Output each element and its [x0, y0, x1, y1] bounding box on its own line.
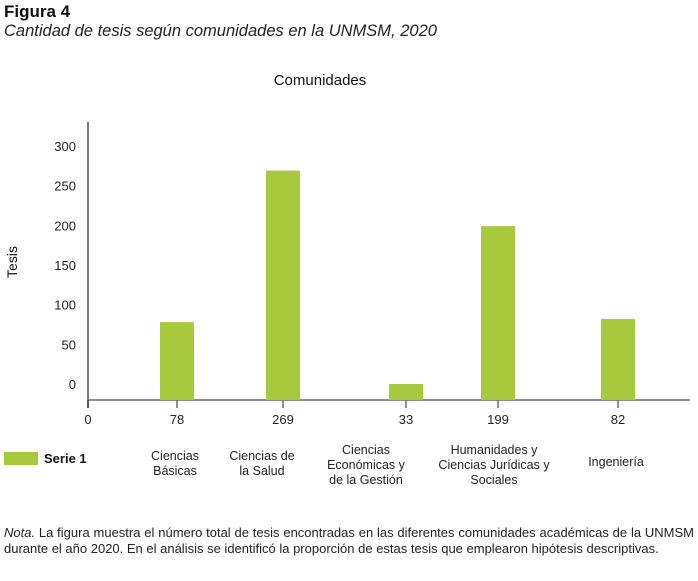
y-tick-labels: 0 50 100 150 200 250 300 — [54, 139, 76, 392]
x-tick-label: 199 — [487, 412, 509, 427]
x-tick-label: 33 — [399, 412, 413, 427]
x-tick-label: 0 — [84, 412, 91, 427]
note-text: La figura muestra el número total de tes… — [4, 525, 694, 556]
legend-swatch — [4, 452, 38, 465]
x-tick-labels: 0 78 269 33 199 82 — [84, 400, 625, 427]
chart-title-wrap: Comunidades — [0, 72, 640, 89]
x-tick-label: 269 — [272, 412, 294, 427]
category-label-line: de la Gestión — [329, 473, 403, 487]
bar — [266, 170, 300, 400]
category-label: Ciencias Económicas y de la Gestión — [327, 443, 406, 487]
x-tick-label: 78 — [170, 412, 184, 427]
y-tick-label: 50 — [62, 337, 76, 352]
category-label-line: Ciencias de — [229, 449, 294, 463]
x-tick-label: 82 — [611, 412, 625, 427]
category-label-line: Ciencias — [151, 449, 199, 463]
bar — [389, 384, 423, 400]
category-label: Ingeniería — [588, 455, 644, 469]
chart-title: Comunidades — [273, 72, 367, 89]
category-label-line: Ciencias Jurídicas y — [438, 458, 550, 472]
category-label: Ciencias de la Salud — [229, 449, 294, 478]
y-tick-label: 200 — [54, 218, 76, 233]
bar — [160, 322, 194, 400]
y-tick-label: 250 — [54, 179, 76, 194]
figure-label: Figura 4 — [4, 2, 71, 21]
category-label: Ciencias Básicas — [151, 449, 199, 478]
legend-label: Serie 1 — [44, 451, 87, 466]
category-label-line: la Salud — [239, 464, 284, 478]
bar-chart: 0 50 100 150 200 250 300 0 78 269 33 199 82 Ciencia… — [4, 122, 690, 487]
bar — [481, 226, 515, 400]
legend: Serie 1 — [4, 451, 87, 466]
bars — [160, 170, 635, 400]
category-label-line: Económicas y — [327, 458, 406, 472]
category-label: Humanidades y Ciencias Jurídicas y Sociale… — [438, 443, 550, 487]
y-tick-label: 0 — [69, 377, 76, 392]
y-tick-label: 300 — [54, 139, 76, 154]
category-label-line: Ingeniería — [588, 455, 644, 469]
y-tick-label: 100 — [54, 298, 76, 313]
category-label-line: Ciencias — [342, 443, 390, 457]
y-tick-label: 150 — [54, 258, 76, 273]
note-prefix: Nota. — [4, 525, 36, 540]
category-label-line: Sociales — [470, 473, 517, 487]
bar — [601, 318, 635, 400]
figure-note: Nota. La figura muestra el número total … — [4, 525, 694, 557]
category-label-line: Humanidades y — [451, 443, 539, 457]
category-label-line: Básicas — [153, 464, 197, 478]
figure-caption: Cantidad de tesis según comunidades en l… — [4, 22, 437, 40]
y-axis-label: Tesis — [4, 246, 20, 278]
